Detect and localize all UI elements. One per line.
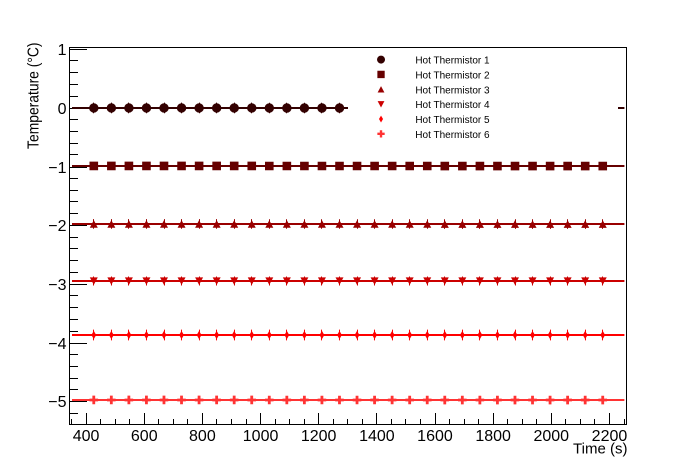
svg-text:Hot Thermistor 6: Hot Thermistor 6 <box>415 130 490 141</box>
svg-text:Hot Thermistor 3: Hot Thermistor 3 <box>415 85 490 96</box>
svg-text:−5: −5 <box>48 394 66 411</box>
svg-text:1200: 1200 <box>301 428 337 445</box>
svg-text:400: 400 <box>73 428 100 445</box>
svg-text:600: 600 <box>131 428 158 445</box>
svg-text:1600: 1600 <box>417 428 453 445</box>
svg-text:1400: 1400 <box>359 428 395 445</box>
svg-text:Hot Thermistor 5: Hot Thermistor 5 <box>415 115 490 126</box>
svg-text:800: 800 <box>189 428 216 445</box>
svg-text:2200: 2200 <box>592 428 628 445</box>
svg-text:Hot Thermistor 2: Hot Thermistor 2 <box>415 71 490 82</box>
svg-text:Hot Thermistor 1: Hot Thermistor 1 <box>415 56 490 67</box>
svg-text:1: 1 <box>58 42 67 59</box>
svg-text:0: 0 <box>58 101 67 118</box>
svg-text:Time (s): Time (s) <box>573 440 627 457</box>
svg-text:−1: −1 <box>48 160 66 177</box>
svg-text:−2: −2 <box>48 218 66 235</box>
svg-text:−3: −3 <box>48 277 66 294</box>
svg-text:Hot Thermistor 4: Hot Thermistor 4 <box>415 100 490 111</box>
svg-text:Temperature (°C): Temperature (°C) <box>26 42 43 149</box>
svg-text:1800: 1800 <box>475 428 511 445</box>
svg-text:2000: 2000 <box>533 428 569 445</box>
svg-text:1000: 1000 <box>243 428 279 445</box>
svg-text:−4: −4 <box>48 336 66 353</box>
